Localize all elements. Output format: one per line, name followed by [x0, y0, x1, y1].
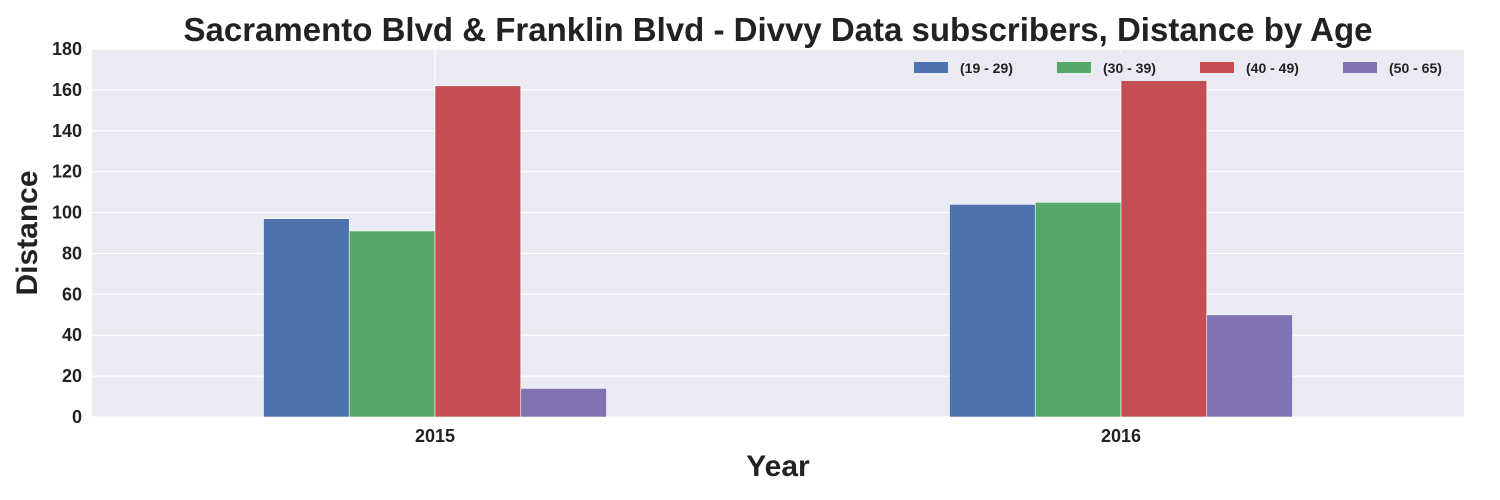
y-tick-label-100: 100 [52, 203, 82, 223]
bar-19-29-2015 [263, 218, 350, 418]
legend-swatch-4 [1343, 62, 1377, 73]
y-tick-label-160: 160 [52, 80, 82, 100]
legend-swatch-2 [1057, 62, 1091, 73]
y-tick-label-40: 40 [62, 325, 82, 345]
x-tick-label-2015: 2015 [415, 426, 455, 446]
bar-30-39-2015 [348, 230, 436, 418]
legend-label-3: (40 - 49) [1246, 60, 1299, 76]
legend-label-4: (50 - 65) [1389, 60, 1442, 76]
bar-40-49-2015 [434, 85, 522, 418]
legend-label-1: (19 - 29) [960, 60, 1013, 76]
y-tick-label-80: 80 [62, 243, 82, 263]
bar-19-29-2016 [949, 204, 1036, 418]
y-tick-label-20: 20 [62, 366, 82, 386]
y-tick-label-120: 120 [52, 162, 82, 182]
y-tick-label-0: 0 [72, 407, 82, 427]
y-axis-ticks: 0 20 40 60 80 100 120 140 160 180 [52, 39, 82, 427]
y-tick-label-60: 60 [62, 284, 82, 304]
y-tick-label-140: 140 [52, 121, 82, 141]
x-axis-label: Year [746, 450, 810, 483]
bar-30-39-2016 [1034, 202, 1122, 418]
bar-50-65-2016 [1206, 314, 1293, 418]
legend-swatch-1 [914, 62, 948, 73]
legend: (19 - 29) (30 - 39) (40 - 49) (50 - 65) [906, 54, 1458, 81]
bar-40-49-2016 [1120, 79, 1208, 418]
legend-swatch-3 [1200, 62, 1234, 73]
bars [263, 79, 1293, 418]
y-axis-label: Distance [11, 170, 44, 295]
legend-label-2: (30 - 39) [1103, 60, 1156, 76]
x-axis-ticks: 2015 2016 [415, 426, 1141, 446]
x-tick-label-2016: 2016 [1101, 426, 1141, 446]
y-tick-label-180: 180 [52, 39, 82, 59]
bar-50-65-2015 [520, 388, 607, 418]
chart-title: Sacramento Blvd & Franklin Blvd - Divvy … [184, 11, 1373, 48]
